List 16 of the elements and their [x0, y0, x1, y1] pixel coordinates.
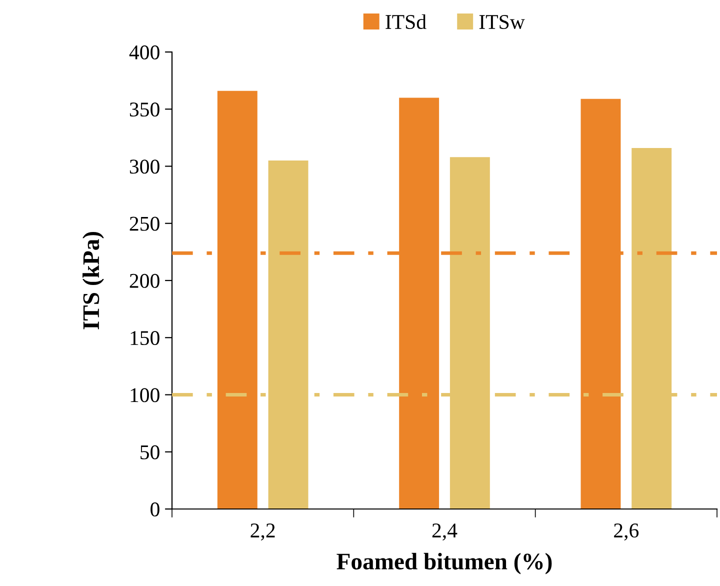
x-tick-label: 2,6	[614, 524, 639, 541]
x-tick-label: 2,4	[432, 524, 458, 541]
legend-label: ITSw	[479, 15, 525, 30]
y-tick-label: 300	[130, 160, 160, 174]
x-tick-label: 2,2	[250, 524, 275, 541]
y-tick-label: 250	[130, 216, 160, 231]
y-tick-label: 0	[150, 502, 160, 516]
y-tick-label: 400	[129, 45, 160, 60]
legend-label: ITSd	[386, 14, 426, 30]
y-tick-label: 200	[130, 274, 160, 288]
y-tick-label: 150	[130, 331, 160, 346]
y-axis-title: ITS (kPa)	[82, 232, 104, 330]
y-tick-label: 100	[130, 388, 160, 402]
y-tick-label: 350	[130, 102, 160, 117]
x-axis-title: Foamed bitumen (%)	[336, 552, 552, 574]
y-tick-label: 50	[140, 445, 160, 460]
